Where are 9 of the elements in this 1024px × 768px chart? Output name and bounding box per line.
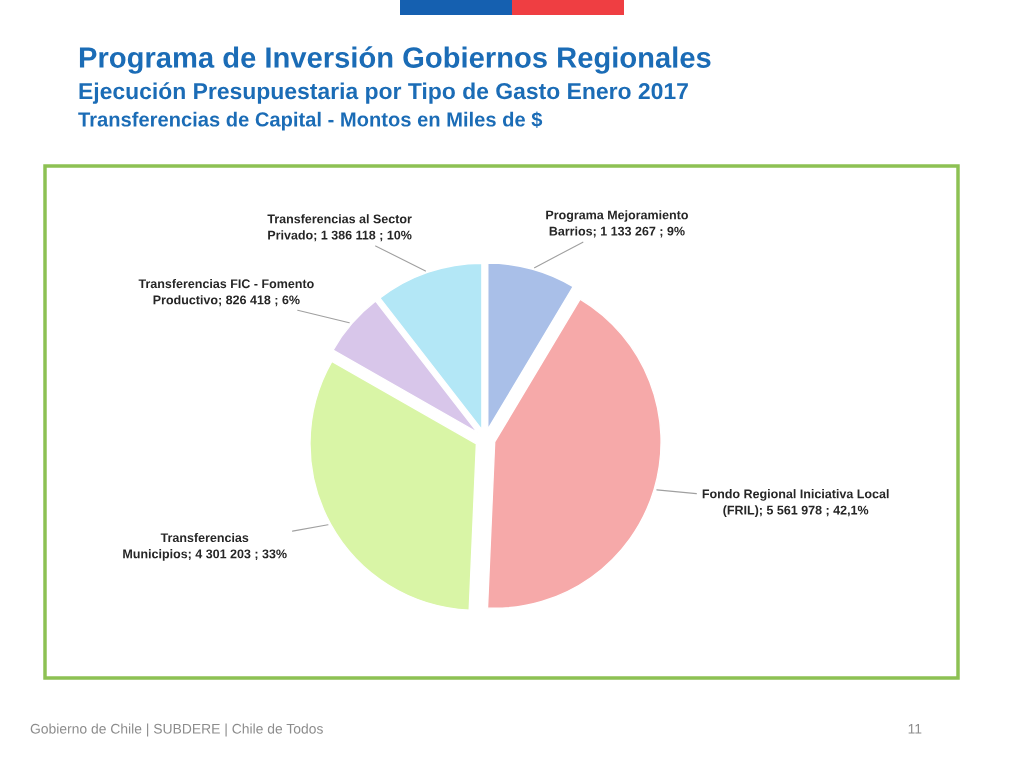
slice-label: Transferencias FIC - Fomento Productivo; 826 418 ; 6% — [138, 278, 314, 307]
chart-subtitle: Ejecución Presupuestaria por Tipo de Gasto Enero 2017 Transferencias de Capital - Montos en Miles de $ — [78, 82, 688, 131]
slice-label: Transferencias Municipios; 4 301 203 ; 33% — [123, 532, 287, 561]
slice-label: Programa Mejoramiento Barrios; 1 133 267 ; 9% — [546, 210, 688, 238]
slice-label: Transferencias al Sector Privado; 1 386 118 ; 10% — [267, 214, 412, 242]
slice-label: Fondo Regional Iniciativa Local (FRIL); 5 561 978 ; 42,1% — [702, 489, 889, 517]
text: 11 — [908, 724, 922, 734]
chart-title: Programa de Inversión Gobiernos Regionales — [79, 46, 711, 74]
text: Gobierno de Chile | SUBDERE | Chile de Todos — [30, 723, 323, 737]
